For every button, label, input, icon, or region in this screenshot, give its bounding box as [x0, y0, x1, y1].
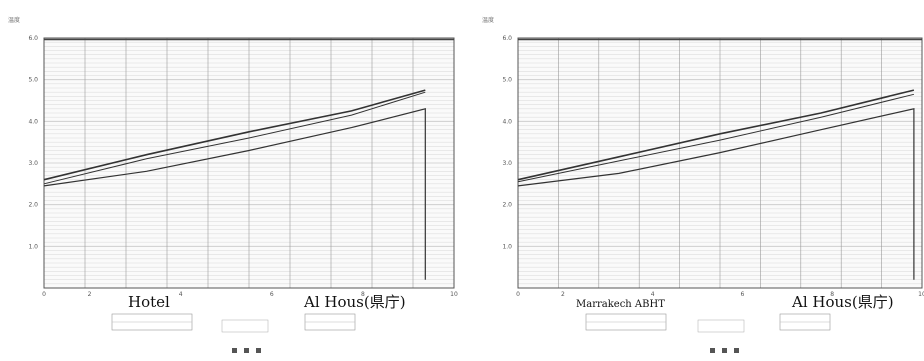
x-tick-label: 2: [88, 291, 92, 298]
y-tick-label: 5.0: [502, 77, 512, 84]
x-tick-label: 2: [561, 291, 565, 298]
y-tick-label: 6.0: [502, 35, 512, 42]
plot-frame: [43, 37, 455, 289]
x-tick-label: 0: [42, 291, 46, 298]
grid: [43, 37, 455, 289]
y-tick-label: 1.0: [28, 243, 38, 250]
form-boxes: [111, 313, 356, 333]
bottom-mark: [734, 348, 739, 353]
bottom-mark: [244, 348, 249, 353]
y-tick-label: 2.0: [502, 202, 512, 209]
legend-left-name: Marrakech ABHT: [576, 299, 665, 310]
series-line-3: [517, 108, 915, 280]
chart-svg-left: 1.0 2.0 3.0 4.0 5.0 6.0 0 2 4 6 8 10 温度 Hotel Al Hous(…: [8, 16, 458, 353]
y-axis-label: 温度: [8, 16, 20, 24]
legend-left-name: Hotel: [128, 293, 170, 311]
y-tick-label: 6.0: [28, 35, 38, 42]
y-tick-label: 5.0: [28, 77, 38, 84]
x-tick-label: 0: [516, 291, 520, 298]
y-tick-label: 4.0: [28, 118, 38, 125]
form-box-mid: [697, 319, 745, 333]
plot-frame: [517, 37, 923, 289]
legend-right-name: Al Hous(県庁): [791, 293, 894, 311]
chart-svg-right: 1.0 2.0 3.0 4.0 5.0 6.0 0 2 4 6 8 10 温度 Marrakech ABH…: [482, 16, 924, 353]
series-line-3: [43, 108, 426, 280]
y-tick-label: 4.0: [502, 118, 512, 125]
x-tick-label: 10: [918, 291, 924, 298]
form-box-mid: [221, 319, 269, 333]
x-tick-label: 6: [270, 291, 274, 298]
bottom-mark: [256, 348, 261, 353]
y-tick-label: 3.0: [28, 160, 38, 167]
chart-panel-right: 1.0 2.0 3.0 4.0 5.0 6.0 0 2 4 6 8 10 温度 Marrakech ABH…: [462, 0, 924, 361]
bottom-mark: [232, 348, 237, 353]
y-tick-label: 2.0: [28, 202, 38, 209]
x-tick-label: 8: [361, 291, 365, 298]
series-line-2: [517, 93, 915, 183]
x-tick-label: 10: [450, 291, 458, 298]
y-axis-label: 温度: [482, 16, 494, 24]
x-tick-label: 8: [830, 291, 834, 298]
y-tick-label: 1.0: [502, 243, 512, 250]
grid: [517, 37, 923, 289]
y-tick-label: 3.0: [502, 160, 512, 167]
bottom-mark: [710, 348, 715, 353]
x-tick-label: 6: [741, 291, 745, 298]
bottom-mark: [722, 348, 727, 353]
series-line-1: [43, 89, 426, 181]
x-tick-label: 4: [651, 291, 655, 298]
series-line-2: [43, 91, 426, 185]
x-tick-label: 4: [179, 291, 183, 298]
chart-panel-left: 1.0 2.0 3.0 4.0 5.0 6.0 0 2 4 6 8 10 温度 Hotel Al Hous(…: [8, 16, 458, 353]
form-boxes: [585, 313, 831, 333]
legend-right-name: Al Hous(県庁): [303, 293, 406, 311]
series-line-1: [517, 89, 915, 181]
